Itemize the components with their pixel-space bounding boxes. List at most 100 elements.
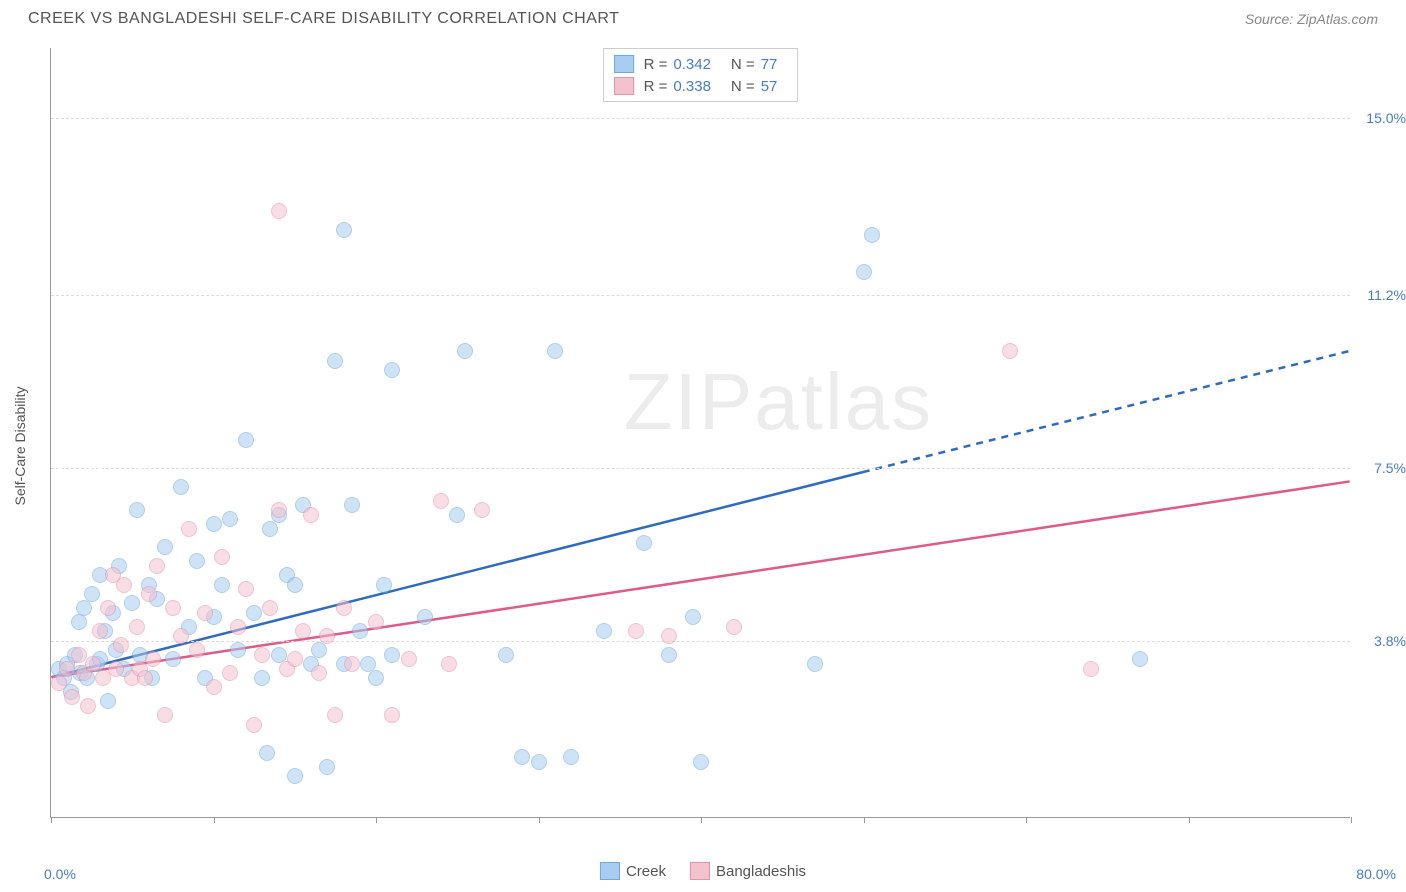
data-point [384, 362, 400, 378]
y-tick-label: 11.2% [1367, 287, 1406, 303]
data-point [189, 642, 205, 658]
data-point [376, 577, 392, 593]
data-point [129, 502, 145, 518]
data-point [1002, 343, 1018, 359]
x-tick [539, 817, 540, 823]
r-value-bangladeshis: 0.338 [673, 78, 711, 95]
data-point [474, 502, 490, 518]
data-point [189, 553, 205, 569]
x-tick [1189, 817, 1190, 823]
data-point [311, 642, 327, 658]
y-tick-label: 7.5% [1374, 460, 1406, 476]
n-label: N = [731, 78, 755, 95]
data-point [259, 745, 275, 761]
data-point [181, 521, 197, 537]
scatter-chart: R = 0.342 N = 77 R = 0.338 N = 57 ZIPatl… [50, 48, 1350, 818]
data-point [596, 623, 612, 639]
swatch-bangladeshis [614, 77, 634, 95]
n-label: N = [731, 56, 755, 73]
x-tick [376, 817, 377, 823]
x-tick [51, 817, 52, 823]
data-point [157, 707, 173, 723]
x-tick [214, 817, 215, 823]
swatch-creek-icon [600, 862, 620, 880]
data-point [197, 605, 213, 621]
data-point [384, 647, 400, 663]
data-point [287, 651, 303, 667]
data-point [449, 507, 465, 523]
data-point [807, 656, 823, 672]
data-point [71, 647, 87, 663]
data-point [262, 521, 278, 537]
data-point [457, 343, 473, 359]
legend-item-bangladeshis: Bangladeshis [690, 862, 806, 880]
x-max-label: 80.0% [1356, 866, 1396, 882]
gridline [51, 118, 1350, 119]
data-point [547, 343, 563, 359]
swatch-creek [614, 55, 634, 73]
data-point [352, 623, 368, 639]
data-point [336, 600, 352, 616]
data-point [254, 647, 270, 663]
data-point [85, 656, 101, 672]
source-label: Source: ZipAtlas.com [1245, 11, 1378, 27]
n-value-bangladeshis: 57 [761, 78, 778, 95]
gridline [51, 468, 1350, 469]
data-point [71, 614, 87, 630]
data-point [531, 754, 547, 770]
legend-item-creek: Creek [600, 862, 666, 880]
data-point [327, 707, 343, 723]
data-point [295, 623, 311, 639]
data-point [864, 227, 880, 243]
r-label: R = [644, 78, 668, 95]
data-point [141, 586, 157, 602]
data-point [230, 619, 246, 635]
gridline [51, 641, 1350, 642]
data-point [149, 558, 165, 574]
data-point [311, 665, 327, 681]
data-point [206, 516, 222, 532]
data-point [173, 479, 189, 495]
data-point [433, 493, 449, 509]
data-point [100, 600, 116, 616]
data-point [368, 614, 384, 630]
data-point [76, 600, 92, 616]
data-point [262, 600, 278, 616]
n-value-creek: 77 [761, 56, 778, 73]
data-point [64, 689, 80, 705]
data-point [628, 623, 644, 639]
x-tick [864, 817, 865, 823]
data-point [238, 581, 254, 597]
chart-title: CREEK VS BANGLADESHI SELF-CARE DISABILIT… [28, 10, 619, 28]
x-tick [701, 817, 702, 823]
data-point [214, 549, 230, 565]
legend-stats: R = 0.342 N = 77 R = 0.338 N = 57 [603, 48, 799, 102]
data-point [401, 651, 417, 667]
data-point [113, 637, 129, 653]
data-point [165, 651, 181, 667]
data-point [514, 749, 530, 765]
legend-label-bangladeshis: Bangladeshis [716, 863, 806, 880]
data-point [1132, 651, 1148, 667]
gridline [51, 295, 1350, 296]
data-point [693, 754, 709, 770]
data-point [222, 665, 238, 681]
data-point [84, 586, 100, 602]
legend-stats-row-creek: R = 0.342 N = 77 [614, 53, 788, 75]
data-point [685, 609, 701, 625]
data-point [214, 577, 230, 593]
data-point [319, 628, 335, 644]
x-tick [1026, 817, 1027, 823]
data-point [80, 698, 96, 714]
r-label: R = [644, 56, 668, 73]
r-value-creek: 0.342 [673, 56, 711, 73]
data-point [271, 502, 287, 518]
data-point [206, 679, 222, 695]
legend-series: Creek Bangladeshis [600, 862, 806, 880]
data-point [336, 222, 352, 238]
y-axis-label: Self-Care Disability [12, 386, 28, 505]
data-point [498, 647, 514, 663]
y-tick-label: 15.0% [1366, 110, 1406, 126]
data-point [303, 507, 319, 523]
data-point [116, 577, 132, 593]
